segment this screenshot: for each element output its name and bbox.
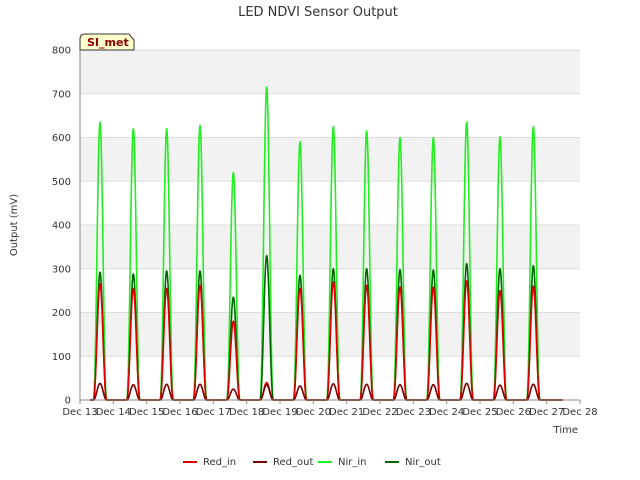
x-tick-label: Dec 26 bbox=[496, 407, 531, 418]
x-tick-label: Dec 23 bbox=[396, 407, 431, 418]
plot-band bbox=[80, 50, 580, 94]
x-tick-label: Dec 18 bbox=[229, 407, 264, 418]
y-tick-label: 200 bbox=[52, 308, 71, 319]
legend-label: Nir_in bbox=[338, 457, 367, 468]
x-tick-label: Dec 28 bbox=[562, 407, 597, 418]
x-axis-label: Time bbox=[553, 425, 578, 436]
y-tick-label: 700 bbox=[52, 89, 71, 100]
x-tick-label: Dec 22 bbox=[362, 407, 397, 418]
y-tick-label: 0 bbox=[65, 396, 71, 407]
x-tick-label: Dec 16 bbox=[162, 407, 197, 418]
plot-band bbox=[80, 137, 580, 182]
x-tick-label: Dec 13 bbox=[62, 407, 97, 418]
x-tick-label: Dec 24 bbox=[429, 407, 464, 418]
x-tick-label: Dec 17 bbox=[196, 407, 231, 418]
y-axis-label: Output (mV) bbox=[9, 194, 20, 256]
x-tick-label: Dec 27 bbox=[529, 407, 564, 418]
x-tick-label: Dec 19 bbox=[262, 407, 297, 418]
y-tick-label: 300 bbox=[52, 264, 71, 275]
y-tick-label: 800 bbox=[52, 46, 71, 57]
x-tick-label: Dec 21 bbox=[329, 407, 364, 418]
x-tick-label: Dec 25 bbox=[462, 407, 497, 418]
axes bbox=[79, 50, 580, 401]
y-tick-label: 500 bbox=[52, 177, 71, 188]
chart-title: LED NDVI Sensor Output bbox=[238, 5, 398, 20]
legend-label: Red_in bbox=[203, 457, 236, 468]
legend: Red_in Red_out Nir_in Nir_out bbox=[183, 457, 441, 468]
badge-shape bbox=[79, 33, 135, 51]
y-tick-label: 600 bbox=[52, 133, 71, 144]
legend-label: Nir_out bbox=[405, 457, 441, 468]
y-tick-label: 400 bbox=[52, 221, 71, 232]
x-tick-label: Dec 20 bbox=[296, 407, 331, 418]
y-tick-label: 100 bbox=[52, 352, 71, 363]
y-tick-labels: 0 100 200 300 400 500 600 700 800 bbox=[52, 46, 71, 407]
x-tick-label: Dec 15 bbox=[129, 407, 164, 418]
badge-label: SI_met bbox=[87, 36, 129, 49]
site-badge: SI_met bbox=[79, 33, 135, 51]
x-tick-label: Dec 14 bbox=[96, 407, 131, 418]
legend-label: Red_out bbox=[273, 457, 313, 468]
